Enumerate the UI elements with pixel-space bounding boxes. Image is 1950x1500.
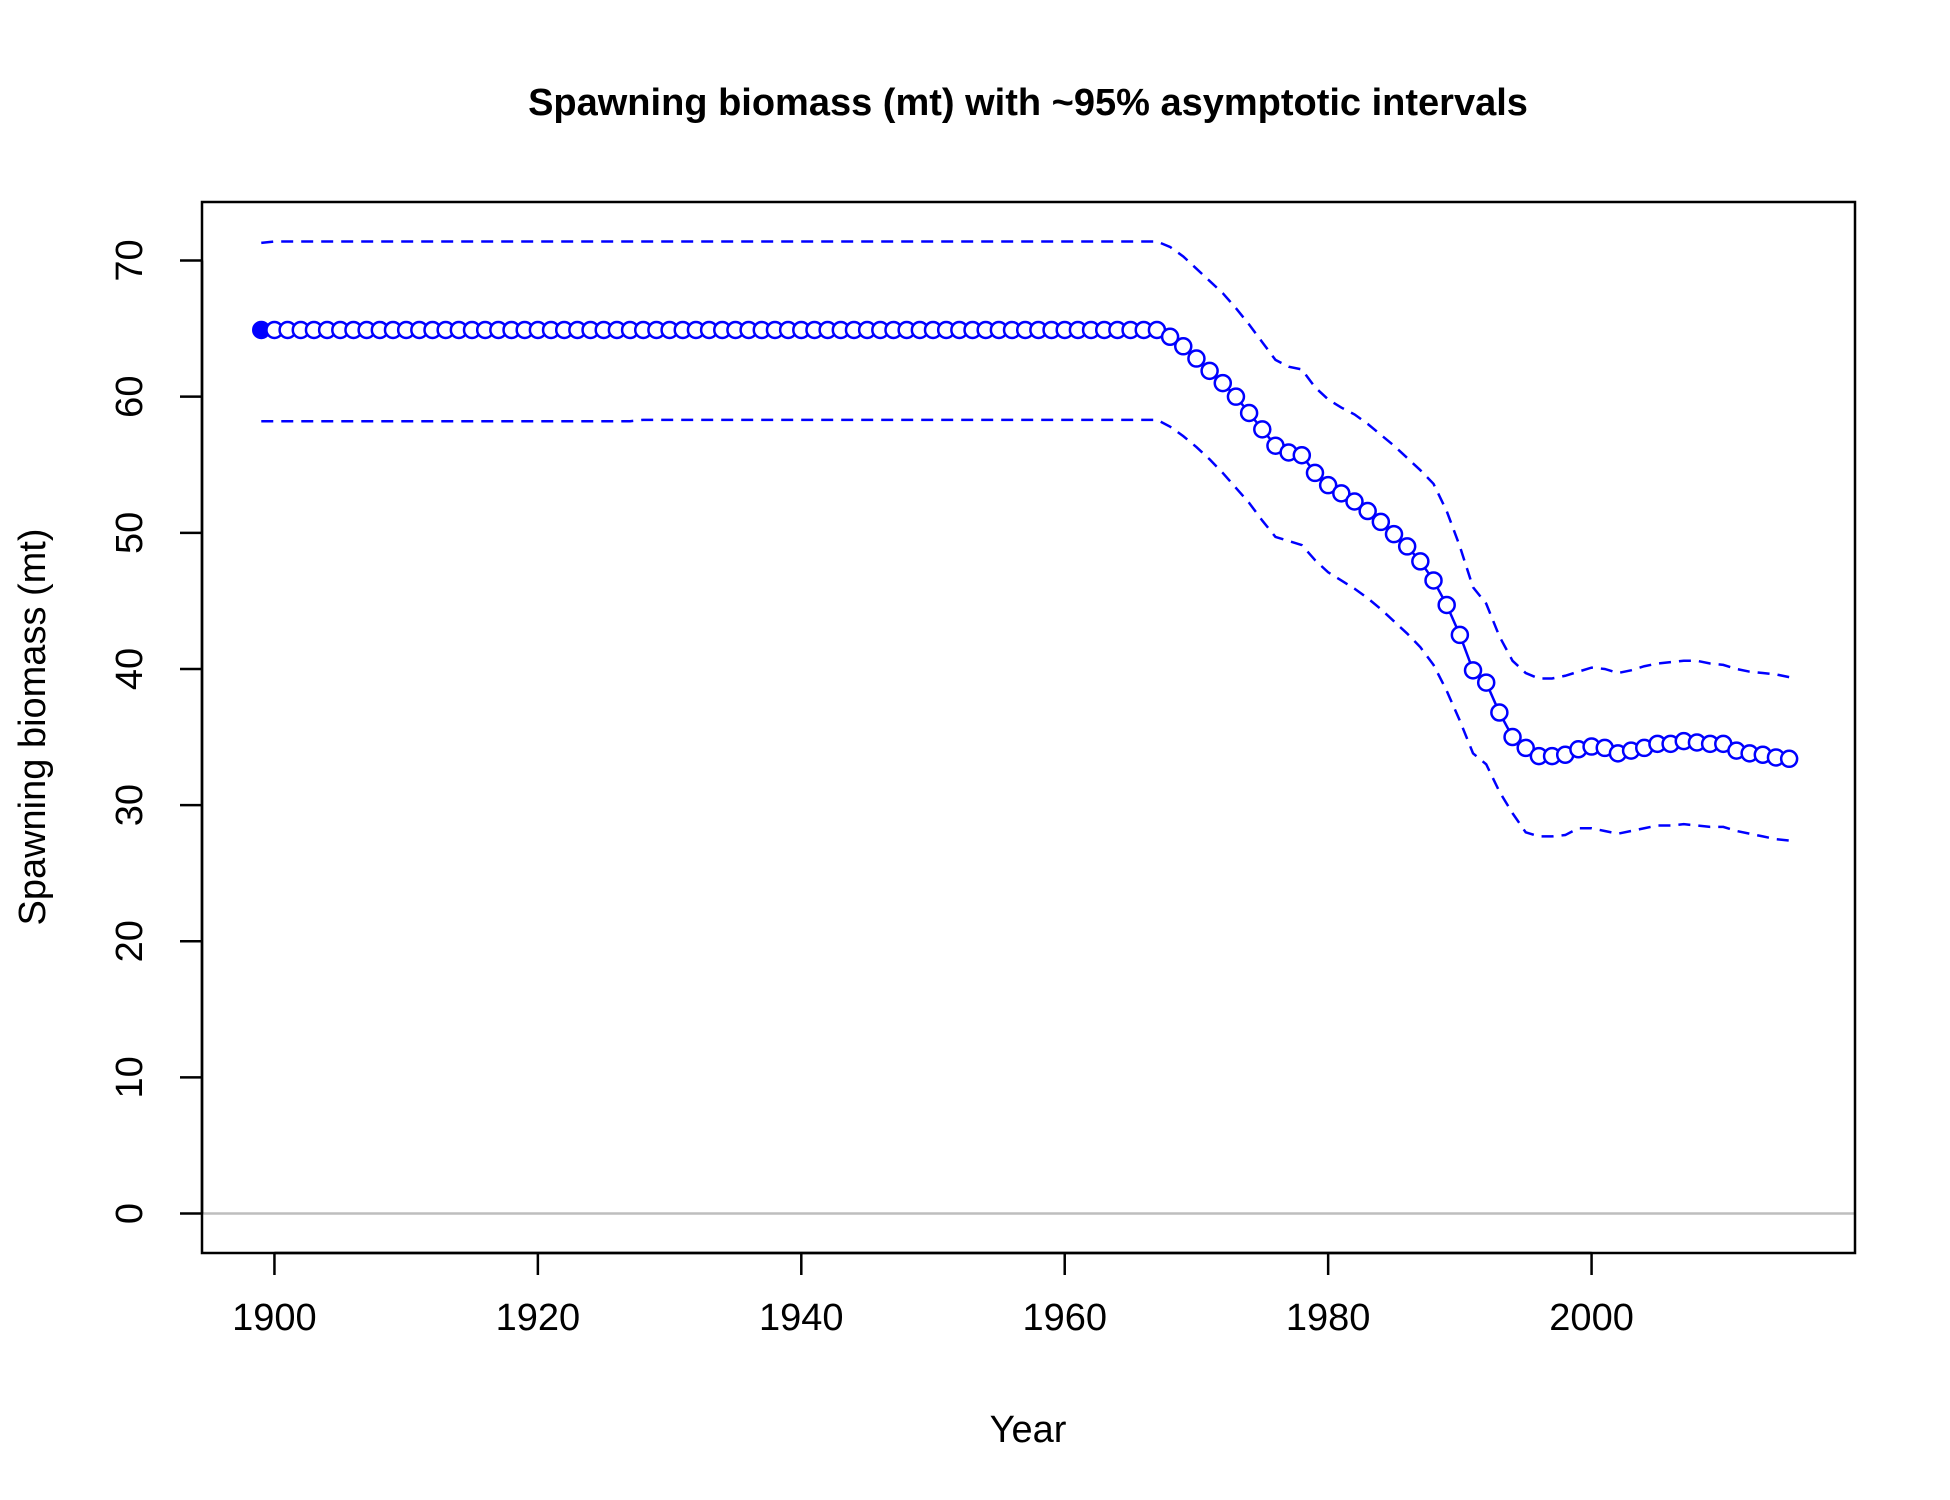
y-tick-label: 20 — [109, 920, 151, 962]
upper-interval-line — [261, 240, 1790, 680]
data-point — [1345, 492, 1364, 511]
data-point — [1411, 552, 1430, 571]
plot-area — [202, 240, 1855, 1215]
data-point — [1160, 327, 1180, 347]
lower-interval-line — [261, 418, 1790, 842]
data-point — [1371, 512, 1391, 532]
data-point — [1437, 595, 1456, 615]
x-tick-label: 1940 — [759, 1297, 844, 1339]
data-point — [1239, 403, 1259, 423]
data-point — [1213, 373, 1233, 393]
y-tick-label: 70 — [109, 239, 151, 281]
data-point — [1397, 537, 1417, 556]
x-axis-label: Year — [990, 1409, 1067, 1451]
data-point — [1318, 475, 1338, 495]
y-axis: 0 10 20 30 40 50 60 70 — [109, 239, 204, 1224]
data-point — [1424, 571, 1443, 590]
data-point — [1503, 727, 1522, 747]
y-axis-label: Spawning biomass (mt) — [12, 528, 54, 925]
data-point — [1490, 703, 1509, 722]
data-point — [1200, 361, 1219, 381]
y-tick-label: 60 — [109, 376, 151, 418]
x-tick-label: 1960 — [1022, 1297, 1107, 1339]
data-point — [1332, 484, 1351, 503]
data-point — [1305, 463, 1325, 483]
data-point — [1779, 749, 1799, 769]
x-tick-label: 1980 — [1286, 1297, 1371, 1339]
data-point — [1226, 387, 1246, 406]
y-tick-label: 10 — [109, 1056, 151, 1098]
x-tick-label: 1900 — [232, 1297, 317, 1339]
x-tick-label: 1920 — [496, 1297, 581, 1339]
data-point — [1253, 420, 1272, 439]
data-point — [1450, 625, 1470, 645]
data-point — [1358, 501, 1377, 521]
x-tick-label: 2000 — [1549, 1297, 1634, 1339]
y-tick-label: 40 — [109, 648, 151, 690]
x-axis: 1900 1920 1940 1960 1980 2000 — [232, 1251, 1634, 1339]
chart-title: Spawning biomass (mt) with ~95% asymptot… — [528, 82, 1528, 124]
data-point — [1516, 738, 1535, 758]
y-tick-label: 50 — [109, 512, 151, 554]
plot-frame — [200, 200, 1857, 1255]
y-tick-label: 0 — [109, 1203, 151, 1224]
data-point — [1292, 445, 1312, 465]
estimate-line — [261, 328, 1790, 761]
data-point — [1476, 673, 1496, 692]
data-point — [1463, 661, 1483, 680]
y-tick-label: 30 — [109, 784, 151, 826]
data-point — [1384, 524, 1404, 544]
data-point — [1187, 349, 1206, 368]
data-point — [1174, 337, 1193, 356]
